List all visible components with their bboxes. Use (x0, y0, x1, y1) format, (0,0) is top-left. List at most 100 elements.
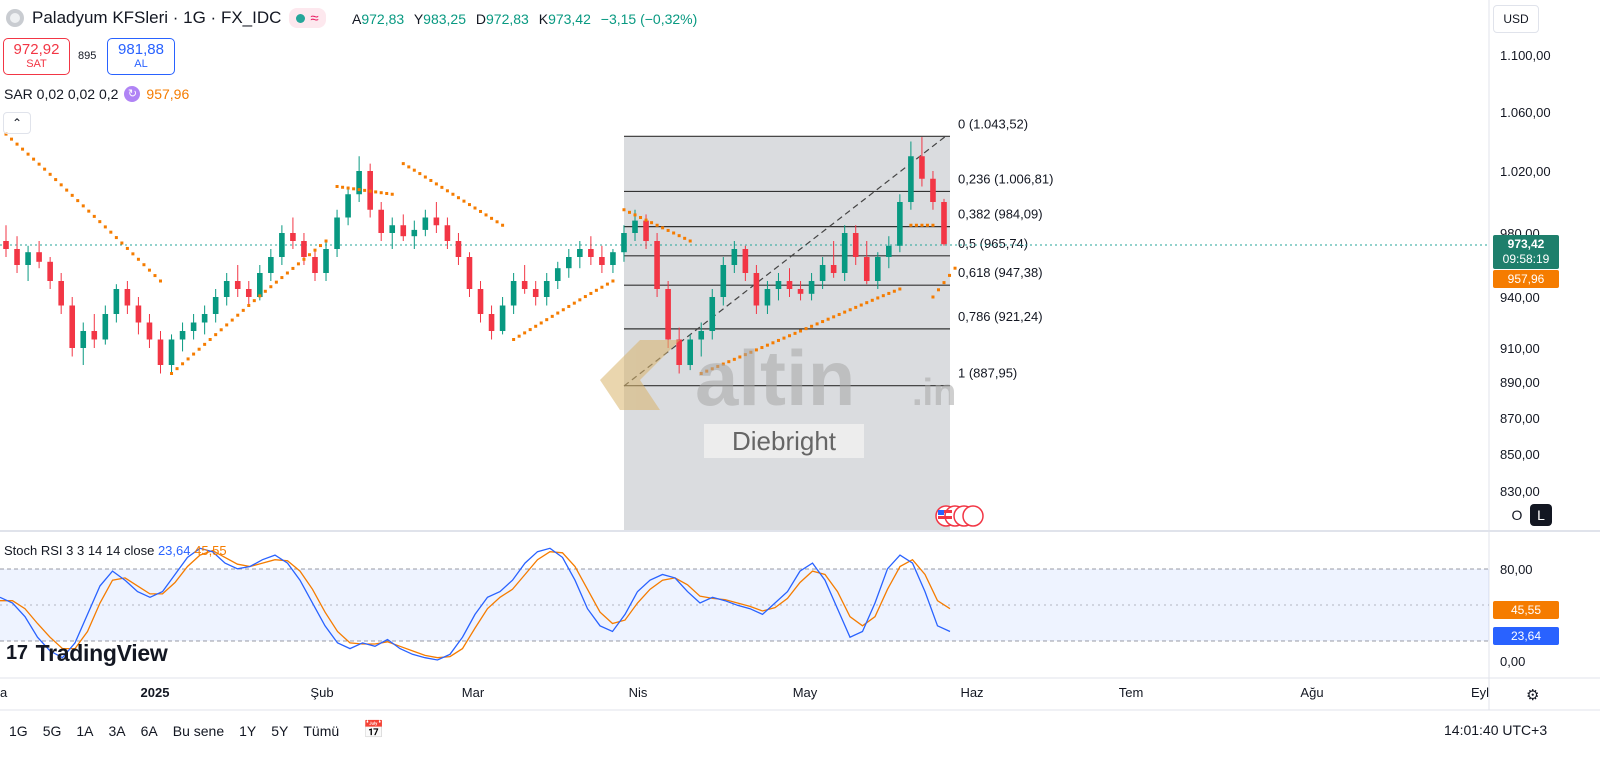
sar-dot (186, 357, 190, 361)
fib-level-label: 1 (887,95) (958, 366, 1017, 381)
sar-dot (600, 285, 604, 289)
currency-button[interactable]: USD (1493, 5, 1539, 33)
clock[interactable]: 14:01:40 UTC+3 (1444, 722, 1548, 738)
candle-body (698, 331, 705, 340)
sar-dot (721, 362, 725, 366)
sar-dot (368, 189, 372, 193)
sar-dot (357, 188, 361, 192)
sar-dot (561, 308, 565, 312)
price-axis-label: 1.020,00 (1500, 164, 1551, 179)
sar-dot (208, 338, 212, 341)
price-axis[interactable]: 1.100,001.060,001.020,00980,00940,00910,… (1500, 48, 1551, 499)
timeframe-8[interactable]: Tümü (303, 723, 340, 739)
timeframe-6[interactable]: 1Y (239, 723, 257, 739)
sar-dot (848, 308, 852, 312)
sar-dot (181, 362, 185, 366)
timeframe-2[interactable]: 1A (76, 723, 94, 739)
sar-dot (776, 338, 780, 342)
goto-date-icon[interactable]: 📅 (363, 720, 385, 739)
sar-dot (743, 353, 747, 357)
sar-dot (70, 193, 74, 197)
sar-dot (578, 298, 582, 302)
sar-dot (114, 236, 118, 240)
sar-legend[interactable]: SAR 0,02 0,02 0,2 ↻ 957,96 (4, 86, 189, 102)
sar-dot (120, 241, 124, 245)
candle-body (455, 241, 462, 257)
sar-dot (192, 352, 196, 356)
sar-dot (589, 291, 593, 295)
time-axis[interactable]: a 2025 Şub Mar Nis May Haz Tem Ağu Eyl (0, 685, 1489, 700)
sar-dot (771, 341, 775, 345)
timeframe-7[interactable]: 5Y (271, 723, 289, 739)
stoch-k-value: 23,64 (157, 543, 191, 558)
sar-dot (705, 369, 709, 373)
bar-countdown: 09:58:19 (1502, 252, 1550, 266)
watermark: altin .in (600, 334, 956, 422)
candle-body (201, 314, 208, 323)
log-scale-button[interactable]: O (1506, 504, 1528, 526)
sell-button[interactable]: 972,92 SAT (3, 38, 70, 75)
candle-body (124, 289, 131, 306)
sar-dot (677, 234, 681, 238)
symbol-title[interactable]: Paladyum KFSleri · 1G · FX_IDC (32, 8, 282, 27)
buy-button[interactable]: 981,88 AL (107, 38, 175, 75)
timeframe-0[interactable]: 1G (9, 723, 28, 739)
us-flag-event-icon[interactable] (935, 505, 984, 527)
sar-dot (26, 152, 30, 156)
timeframe-bar: 1G 5G 1A 3A 6A Bu sene 1Y 5Y Tümü (0, 716, 1600, 746)
timeframe-1[interactable]: 5G (42, 723, 62, 739)
ohlc-close-key: K (538, 11, 549, 27)
candle-body (312, 257, 318, 273)
candle-body (532, 289, 539, 297)
candle-body (886, 245, 892, 257)
timeframe-5[interactable]: Bu sene (172, 723, 225, 739)
candle-body (543, 281, 550, 297)
time-axis-label: Mar (462, 685, 485, 700)
symbol-header[interactable]: Paladyum KFSleri · 1G · FX_IDC ≈ (6, 8, 326, 28)
candle-body (753, 273, 760, 306)
tradingview-logo[interactable]: 17 TradingView (6, 640, 168, 667)
candle-body (3, 241, 9, 249)
sar-dot (843, 310, 847, 314)
stoch-k-tag: 23,64 (1493, 627, 1559, 645)
fib-level-label: 0 (1.043,52) (958, 116, 1028, 131)
sar-dot (892, 289, 896, 293)
time-axis-label: Nis (629, 685, 648, 700)
stoch-d-tag: 45,55 (1493, 601, 1559, 619)
candle-body (268, 257, 274, 273)
timeframe-4[interactable]: 6A (140, 723, 158, 739)
sar-value: 957,96 (146, 86, 190, 102)
candle-body (654, 241, 660, 289)
stoch-legend[interactable]: Stoch RSI 3 3 14 14 close 23,64 45,55 (4, 543, 227, 558)
sar-dot (931, 223, 935, 227)
lock-scale-button[interactable]: L (1530, 504, 1552, 526)
sar-dot (479, 209, 483, 213)
sar-dot (280, 276, 284, 280)
time-axis-label: Şub (310, 685, 333, 700)
candle-body (323, 249, 329, 273)
price-axis-label: 870,00 (1500, 411, 1540, 426)
time-axis-label: 2025 (141, 685, 170, 700)
sar-dot (710, 367, 714, 371)
sar-dot (379, 191, 383, 195)
candle-body (245, 289, 252, 297)
timeframe-3[interactable]: 3A (108, 723, 126, 739)
sar-dot (21, 147, 25, 151)
refresh-icon[interactable]: ↻ (124, 86, 141, 102)
market-status-pill[interactable]: ≈ (289, 8, 326, 28)
sar-dot (528, 328, 532, 332)
sar-dot (54, 178, 58, 182)
candle-body (146, 322, 153, 340)
collapse-legend-button[interactable]: ⌃ (3, 112, 31, 134)
sar-dot (214, 333, 218, 337)
sar-dot (236, 313, 240, 317)
stoch-label: Stoch RSI 3 3 14 14 close (4, 543, 155, 558)
fib-level-label: 0,618 (947,38) (958, 265, 1043, 280)
candle-body (521, 281, 528, 289)
candle-body (179, 331, 186, 340)
candle-body (345, 194, 351, 218)
candle-body (577, 249, 583, 257)
sar-dot (854, 305, 858, 309)
time-axis-settings-icon[interactable]: ⚙ (1526, 687, 1540, 704)
